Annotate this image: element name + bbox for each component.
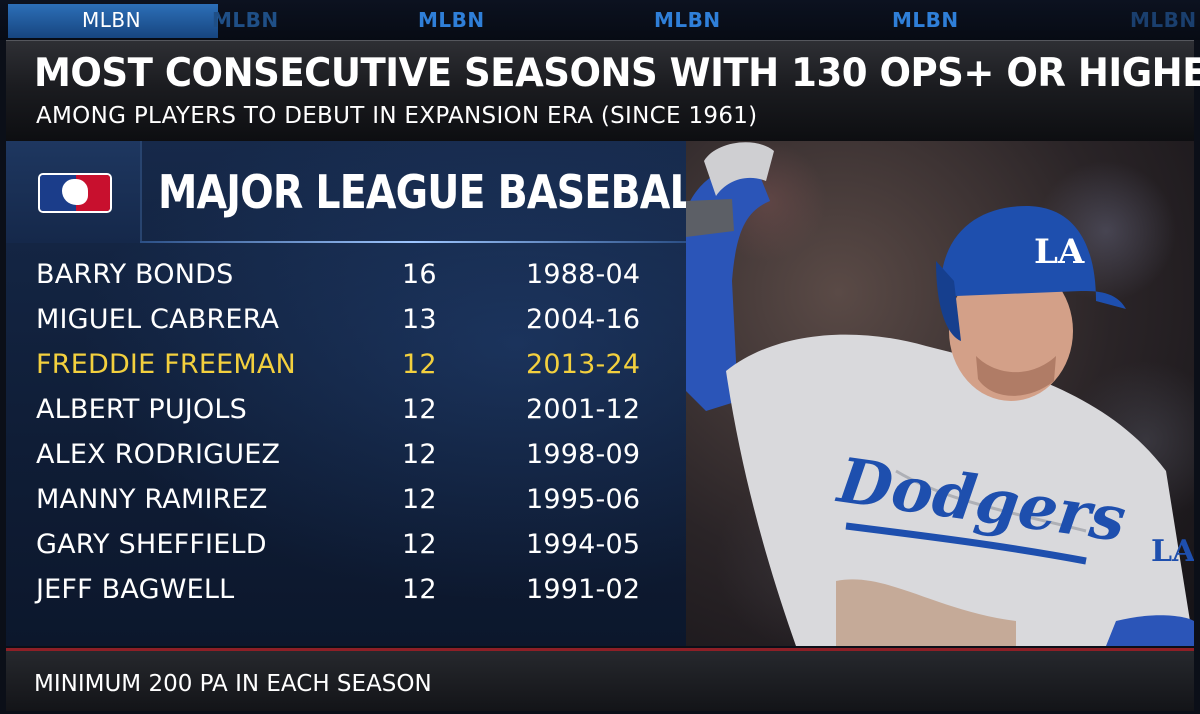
league-name: MAJOR LEAGUE BASEBALL <box>158 165 719 219</box>
helmet-logo: LA <box>1034 232 1085 272</box>
logo-box <box>6 141 142 243</box>
table-row: GARY SHEFFIELD 12 1994-05 <box>6 525 686 570</box>
season-count: 12 <box>402 349 437 380</box>
svg-text:LA: LA <box>1151 534 1194 569</box>
player-name: ALEX RODRIGUEZ <box>36 439 281 470</box>
season-span: 1988-04 <box>526 259 641 290</box>
mlb-logo-icon <box>38 173 112 213</box>
ticker-label: MLBN <box>1130 8 1197 32</box>
page-title: MOST CONSECUTIVE SEASONS WITH 130 OPS+ O… <box>34 51 1200 96</box>
ticker-label: MLBN <box>82 8 142 32</box>
table-row: JEFF BAGWELL 12 1991-02 <box>6 570 686 615</box>
player-name: FREDDIE FREEMAN <box>36 349 296 380</box>
season-span: 2013-24 <box>526 349 641 380</box>
table-row-highlighted: FREDDIE FREEMAN 12 2013-24 <box>6 345 686 390</box>
season-span: 1991-02 <box>526 574 641 605</box>
player-name: BARRY BONDS <box>36 259 234 290</box>
ticker-label: MLBN <box>212 8 279 32</box>
page-subtitle: AMONG PLAYERS TO DEBUT IN EXPANSION ERA … <box>36 103 758 129</box>
season-span: 1998-09 <box>526 439 641 470</box>
table-row: ALBERT PUJOLS 12 2001-12 <box>6 390 686 435</box>
player-name: ALBERT PUJOLS <box>36 394 248 425</box>
leaderboard: BARRY BONDS 16 1988-04 MIGUEL CABRERA 13… <box>6 255 686 615</box>
player-name: JEFF BAGWELL <box>36 574 235 605</box>
player-name: GARY SHEFFIELD <box>36 529 267 560</box>
season-count: 12 <box>402 439 437 470</box>
league-header: MAJOR LEAGUE BASEBALL <box>6 141 719 243</box>
table-row: ALEX RODRIGUEZ 12 1998-09 <box>6 435 686 480</box>
player-illustration: LA Dodgers LA <box>686 142 1194 646</box>
season-count: 12 <box>402 529 437 560</box>
ticker-label: MLBN <box>892 8 959 32</box>
divider <box>140 241 686 243</box>
footer-bar: MINIMUM 200 PA IN EACH SEASON <box>6 648 1194 711</box>
season-count: 13 <box>402 304 437 335</box>
ticker-active-segment <box>8 4 218 38</box>
player-name: MIGUEL CABRERA <box>36 304 280 335</box>
footnote: MINIMUM 200 PA IN EACH SEASON <box>34 671 432 697</box>
season-count: 12 <box>402 484 437 515</box>
title-bar: MOST CONSECUTIVE SEASONS WITH 130 OPS+ O… <box>6 40 1200 141</box>
network-ticker: MLBN MLBN MLBN MLBN MLBN MLBN <box>0 0 1200 40</box>
table-row: MIGUEL CABRERA 13 2004-16 <box>6 300 686 345</box>
player-name: MANNY RAMIREZ <box>36 484 268 515</box>
season-count: 12 <box>402 574 437 605</box>
season-span: 1995-06 <box>526 484 641 515</box>
table-row: BARRY BONDS 16 1988-04 <box>6 255 686 300</box>
player-photo: LA Dodgers LA <box>686 141 1194 646</box>
season-span: 1994-05 <box>526 529 641 560</box>
season-span: 2001-12 <box>526 394 641 425</box>
table-row: MANNY RAMIREZ 12 1995-06 <box>6 480 686 525</box>
season-span: 2004-16 <box>526 304 641 335</box>
stats-panel: MAJOR LEAGUE BASEBALL BARRY BONDS 16 198… <box>6 141 719 646</box>
ticker-label: MLBN <box>654 8 721 32</box>
season-count: 16 <box>402 259 437 290</box>
season-count: 12 <box>402 394 437 425</box>
ticker-label: MLBN <box>418 8 485 32</box>
